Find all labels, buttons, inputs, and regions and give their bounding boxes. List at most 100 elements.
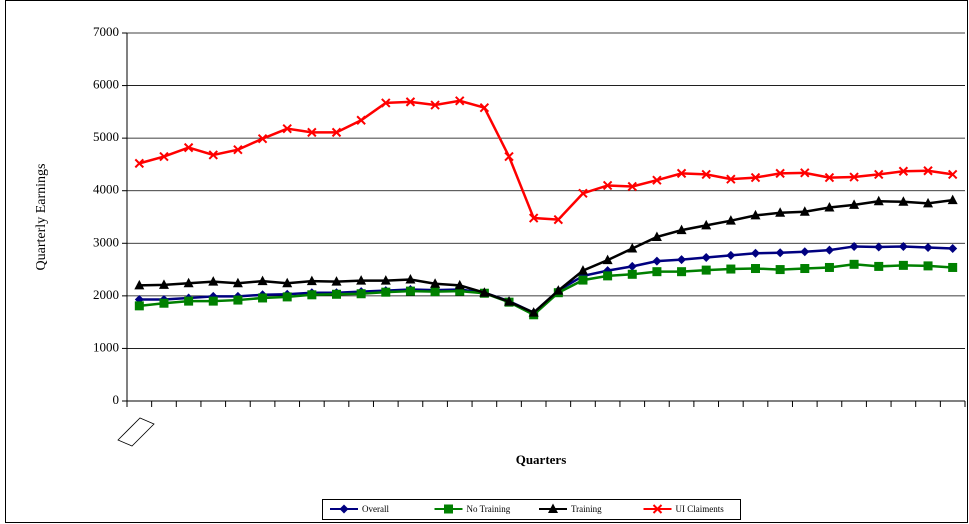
data-point [800, 264, 810, 274]
data-point [504, 296, 515, 306]
data-point [701, 169, 711, 180]
data-point [923, 242, 933, 252]
data-point [849, 172, 859, 182]
data-point [775, 207, 786, 217]
data-point [898, 241, 908, 251]
y-tick-label: 5000 [93, 129, 119, 144]
data-point [849, 199, 860, 209]
data-point [873, 195, 884, 206]
data-point [751, 264, 760, 274]
data-point [380, 275, 391, 285]
data-point [775, 168, 785, 179]
data-point [701, 219, 712, 230]
data-point [726, 250, 736, 260]
legend-marker [444, 504, 453, 514]
data-point [651, 231, 662, 241]
chart-frame [5, 0, 968, 523]
data-point [578, 188, 588, 199]
data-point [553, 285, 564, 295]
data-point [307, 290, 317, 300]
data-point [750, 209, 761, 220]
data-point [381, 287, 391, 297]
data-point [528, 213, 539, 223]
y-tick-label: 6000 [93, 77, 119, 92]
legend-label: UI Claiments [676, 504, 725, 514]
data-point [676, 168, 687, 179]
data-point [627, 269, 637, 279]
y-axis-label: Quarterly Earnings [34, 164, 49, 271]
data-point [923, 261, 933, 271]
legend-box [322, 499, 741, 520]
data-point [577, 265, 588, 275]
data-point [947, 194, 958, 205]
data-point [158, 279, 169, 289]
data-point [726, 264, 736, 274]
data-point [750, 172, 761, 183]
data-point [208, 276, 219, 286]
empty-category-label [117, 417, 155, 447]
data-point [479, 102, 490, 113]
data-point [602, 180, 613, 191]
legend-label: No Training [467, 504, 511, 514]
data-point [332, 289, 341, 299]
data-point [726, 174, 736, 184]
data-point [455, 286, 465, 296]
data-point [775, 248, 785, 258]
data-point [208, 296, 218, 306]
data-point [257, 275, 268, 286]
data-point [652, 175, 662, 185]
data-point [356, 289, 366, 299]
data-point [874, 261, 884, 271]
data-point [849, 241, 859, 251]
y-tick-label: 1000 [93, 339, 119, 354]
data-point [799, 206, 810, 216]
data-point [602, 254, 613, 265]
legend-label: Overall [362, 504, 389, 514]
data-point [405, 274, 416, 284]
data-point [652, 256, 662, 266]
data-point [725, 215, 736, 225]
y-tick-label: 0 [113, 392, 120, 407]
data-point [923, 197, 934, 208]
data-point [627, 261, 637, 271]
data-point [258, 293, 268, 303]
data-point [751, 248, 760, 258]
data-point [603, 271, 613, 281]
data-point [874, 242, 884, 252]
legend-marker [339, 504, 349, 514]
data-point [948, 262, 958, 272]
data-point [824, 245, 834, 255]
data-point [701, 252, 711, 262]
data-point [134, 158, 145, 169]
data-point [331, 127, 342, 138]
series-line [139, 263, 953, 317]
data-point [923, 166, 933, 176]
y-tick-label: 4000 [93, 182, 119, 197]
data-point [183, 142, 194, 153]
data-point [528, 307, 539, 317]
y-tick-label: 2000 [93, 287, 119, 302]
data-point [775, 265, 785, 275]
data-point [233, 295, 243, 305]
data-point [405, 97, 416, 107]
data-point [134, 301, 144, 311]
data-point [454, 279, 465, 290]
data-point [381, 98, 391, 108]
data-point [159, 151, 169, 162]
data-point [677, 267, 687, 277]
y-tick-label: 7000 [93, 24, 119, 39]
data-point [233, 145, 243, 155]
data-point [159, 298, 169, 308]
data-point [356, 115, 366, 125]
data-point [430, 100, 440, 110]
data-point [430, 278, 441, 288]
data-point [479, 287, 490, 297]
data-point [676, 224, 687, 235]
series-line [139, 198, 953, 315]
data-point [331, 276, 342, 286]
data-point [800, 168, 810, 178]
data-point [184, 296, 194, 306]
data-point [898, 166, 909, 176]
x-axis-label: Quarters [516, 452, 567, 467]
